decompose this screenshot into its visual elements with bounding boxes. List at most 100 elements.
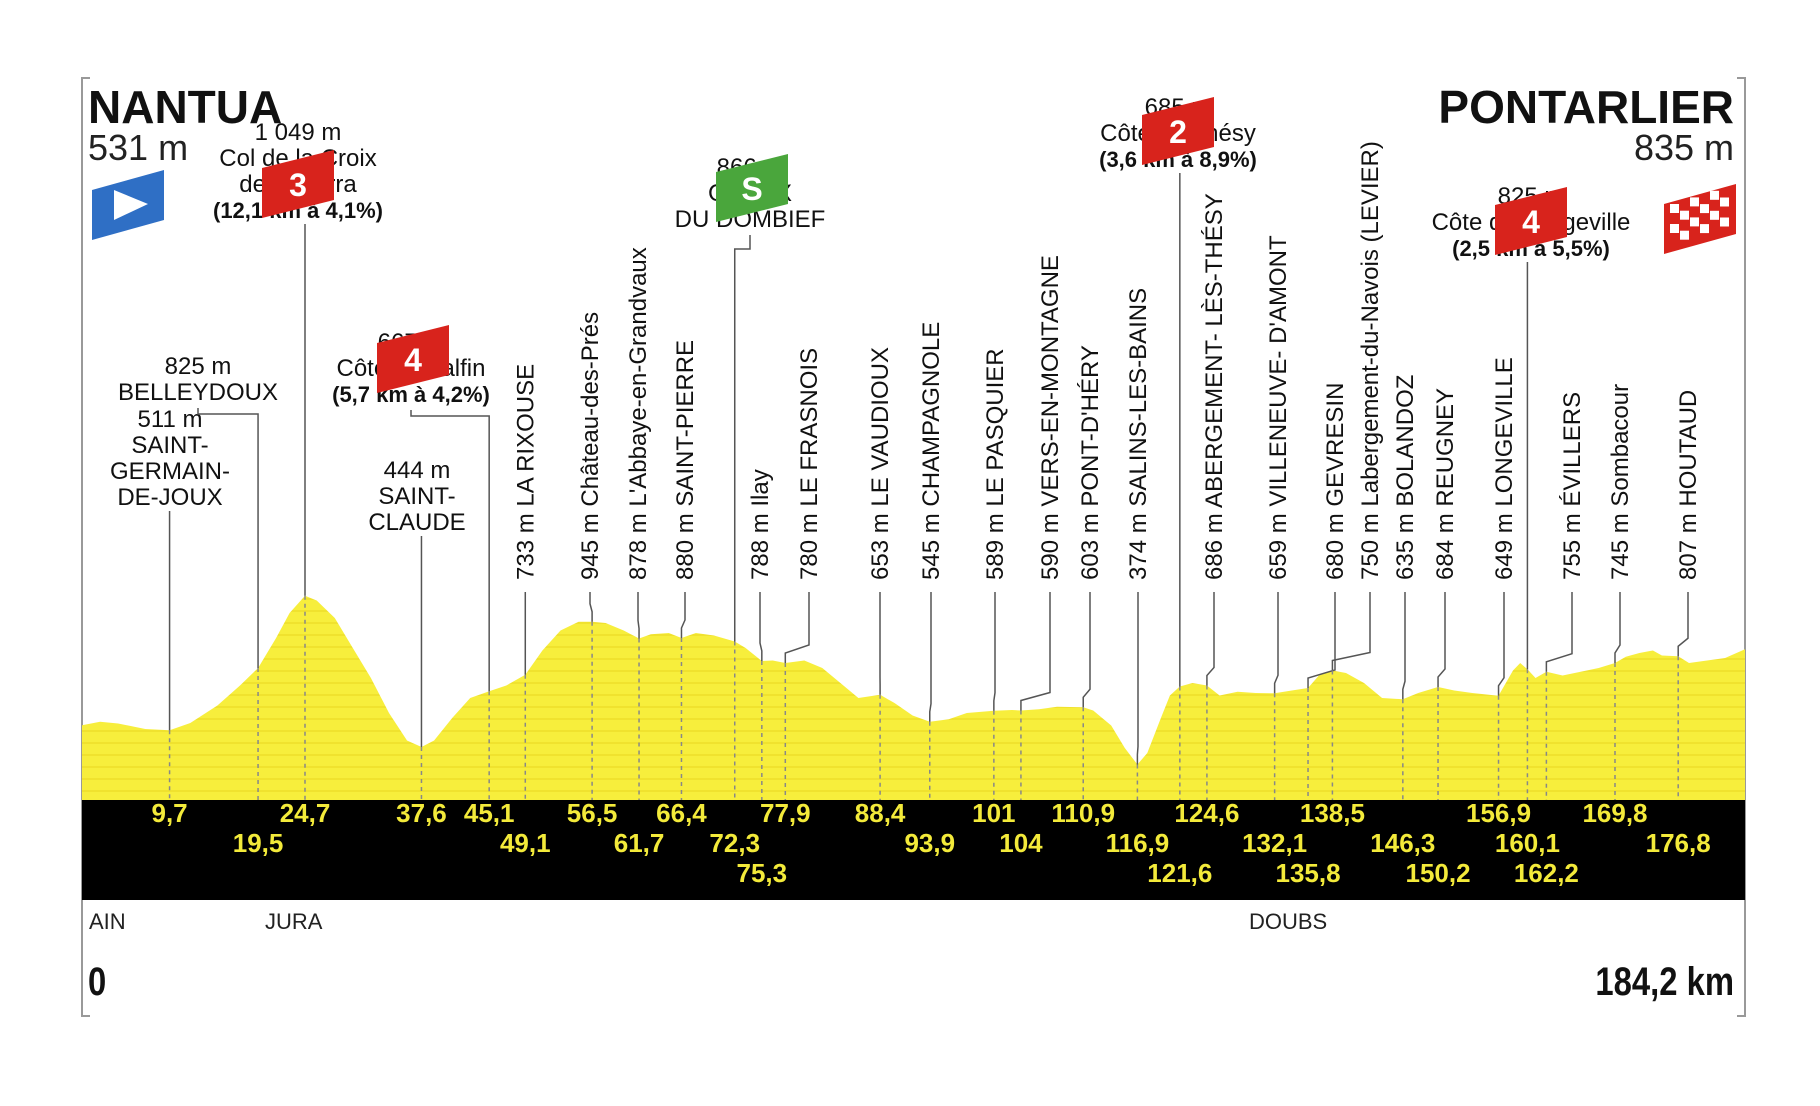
checker-square — [1700, 224, 1709, 234]
km-label: 72,3 — [709, 828, 760, 858]
place-label: 686 m ABERGEMENT- LÈS-THÉSY — [1201, 193, 1228, 580]
place-label: 659 m VILLENEUVE- D'AMONT — [1265, 235, 1292, 580]
place-label: SAINT- — [378, 483, 455, 510]
marker-leader-line — [733, 235, 751, 642]
place-label: 945 m Château-des-Prés — [577, 312, 604, 580]
climb-category-badge — [1142, 97, 1214, 165]
km-label: 121,6 — [1147, 858, 1212, 888]
checker-square — [1670, 204, 1679, 213]
place-label: 807 m HOUTAUD — [1675, 390, 1702, 580]
department-doubs: DOUBS — [1249, 909, 1328, 934]
km-label: 104 — [999, 828, 1043, 858]
marker-leader-line — [784, 592, 810, 663]
km-label: 66,4 — [656, 798, 707, 828]
marker-leader-line — [1273, 592, 1279, 694]
place-label: 545 m CHAMPAGNOLE — [918, 322, 945, 580]
marker-leader-line — [1437, 592, 1446, 687]
elevation-area — [82, 595, 1745, 800]
marker-leader-line — [993, 592, 996, 711]
marker-leader-line — [1402, 592, 1406, 700]
place-label: 788 m Ilay — [747, 469, 774, 580]
altitude-label: 444 m — [384, 457, 451, 484]
climb-category-label: 3 — [289, 167, 307, 203]
km-label: 169,8 — [1582, 798, 1647, 828]
checker-square — [1720, 197, 1729, 207]
place-label: 745 m Sombacour — [1607, 384, 1634, 580]
place-label: 878 m L'Abbaye-en-Grandvaux — [625, 247, 652, 580]
km-label: 56,5 — [567, 798, 618, 828]
km-label: 49,1 — [500, 828, 551, 858]
checker-square — [1720, 217, 1729, 227]
frame-right — [1737, 77, 1746, 1017]
checker-square — [1690, 217, 1699, 227]
marker-leader-line — [410, 410, 490, 692]
km-label: 19,5 — [233, 828, 284, 858]
start-altitude: 531 m — [88, 127, 189, 168]
place-label: 680 m GEVRESIN — [1322, 383, 1349, 580]
checker-square — [1700, 204, 1709, 214]
marker-leader-line — [197, 408, 259, 668]
checker-square — [1680, 210, 1689, 220]
department-ain: AIN — [89, 909, 126, 934]
start-city: NANTUA — [88, 81, 283, 133]
km-label: 132,1 — [1242, 828, 1307, 858]
marker-leader-line — [929, 592, 932, 722]
marker-leader-line — [637, 592, 640, 639]
km-label: 116,9 — [1106, 828, 1170, 858]
finish-altitude: 835 m — [1633, 127, 1734, 168]
start-km: 0 — [88, 960, 107, 1004]
place-label: 649 m LONGEVILLE — [1491, 357, 1518, 580]
checker-square — [1690, 197, 1699, 207]
climb-stats: (5,7 km à 4,2%) — [332, 382, 490, 407]
climb-category-badge — [377, 325, 449, 393]
km-label: 9,7 — [151, 798, 187, 828]
checker-square — [1670, 224, 1679, 233]
place-label: SAINT- — [131, 432, 208, 459]
km-label: 138,5 — [1300, 798, 1365, 828]
place-label: 733 m LA RIXOUSE — [512, 364, 539, 580]
km-label: 93,9 — [904, 828, 955, 858]
km-band — [82, 800, 1745, 900]
km-label: 45,1 — [464, 798, 515, 828]
marker-leader-line — [1545, 592, 1573, 672]
km-label: 88,4 — [855, 798, 906, 828]
km-label: 160,1 — [1495, 828, 1560, 858]
km-label: 124,6 — [1174, 798, 1239, 828]
marker-leader-line — [589, 592, 593, 622]
place-label: BELLEYDOUX — [118, 379, 278, 406]
marker-leader-line — [759, 592, 763, 661]
marker-leader-line — [1497, 592, 1505, 696]
km-label: 156,9 — [1466, 798, 1531, 828]
km-label: 110,9 — [1051, 798, 1115, 828]
climb-category-label: S — [741, 171, 762, 207]
km-label: 162,2 — [1514, 858, 1579, 888]
marker-leader-line — [1136, 592, 1139, 765]
climb-category-label: 4 — [1522, 204, 1540, 240]
place-label: DE-JOUX — [117, 484, 222, 511]
checker-square — [1710, 210, 1719, 220]
km-label: 75,3 — [737, 858, 788, 888]
climb-category-badge — [1495, 187, 1567, 255]
place-label: 635 m BOLANDOZ — [1392, 375, 1419, 580]
place-label: GERMAIN- — [110, 458, 230, 485]
place-label: 374 m SALINS-LES-BAINS — [1125, 288, 1152, 580]
km-label: 150,2 — [1406, 858, 1471, 888]
marker-leader-line — [1331, 592, 1371, 671]
place-label: 653 m LE VAUDIOUX — [867, 347, 894, 580]
km-label: 101 — [972, 798, 1015, 828]
altitude-label: 511 m — [138, 406, 203, 433]
km-label: 146,3 — [1370, 828, 1435, 858]
climb-category-badge — [262, 150, 334, 218]
place-label: 780 m LE FRASNOIS — [796, 348, 823, 580]
marker-leader-line — [1307, 592, 1336, 688]
km-label: 37,6 — [396, 798, 447, 828]
marker-leader-line — [1677, 592, 1689, 657]
total-distance: 184,2 km — [1595, 960, 1734, 1004]
km-label: 176,8 — [1646, 828, 1711, 858]
place-label: 755 m ÉVILLERS — [1559, 392, 1586, 580]
sprint-badge — [716, 154, 788, 222]
climb-category-label: 4 — [404, 342, 422, 378]
km-label: 24,7 — [280, 798, 331, 828]
place-label: 880 m SAINT-PIERRE — [672, 340, 699, 580]
place-label: 590 m VERS-EN-MONTAGNE — [1037, 255, 1064, 580]
